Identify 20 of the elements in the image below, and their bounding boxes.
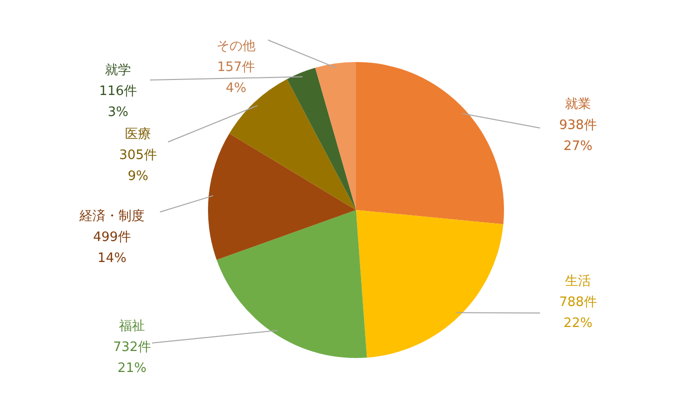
pie-slice — [315, 62, 356, 210]
data-label: 499件 14% — [93, 230, 131, 266]
pie-slice — [356, 210, 504, 358]
data-label: 732件 21% — [113, 340, 151, 376]
slice-label: その他 — [216, 39, 256, 54]
pie-slice — [356, 62, 504, 224]
data-label: 938件 27% — [559, 118, 597, 154]
slice-label: 就業 — [565, 97, 591, 112]
data-label: 788件 22% — [559, 295, 597, 331]
slice-label: 福祉 — [119, 319, 145, 334]
pie-slice — [208, 133, 356, 260]
slice-label: 就学 — [105, 63, 131, 78]
pie-slice — [286, 68, 356, 210]
slice-label: 生活 — [565, 274, 591, 289]
slice-label: 経済・制度 — [78, 208, 144, 224]
slice-label: 医療 — [125, 127, 151, 142]
data-label: 116件 3% — [99, 84, 137, 120]
pie-slice — [216, 210, 367, 358]
data-label: 157件 4% — [217, 60, 255, 96]
data-label: 305件 9% — [119, 148, 157, 184]
